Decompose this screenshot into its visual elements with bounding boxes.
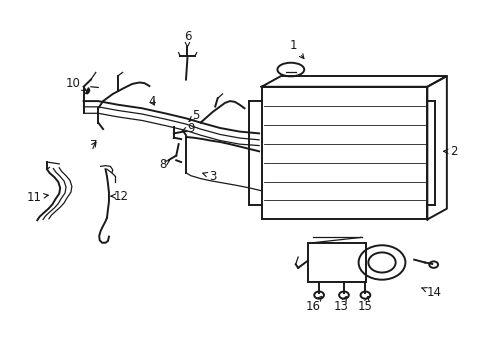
Text: 6: 6	[183, 30, 191, 47]
Text: 12: 12	[111, 190, 129, 203]
Text: 8: 8	[159, 158, 169, 171]
Text: 3: 3	[203, 170, 216, 183]
Text: 16: 16	[305, 296, 321, 313]
Text: 11: 11	[26, 191, 48, 204]
Bar	[307, 243, 366, 282]
Text: 4: 4	[148, 95, 155, 108]
Text: 9: 9	[181, 122, 194, 135]
Text: 15: 15	[357, 297, 372, 313]
Text: 10: 10	[65, 77, 86, 90]
Text: 7: 7	[89, 139, 97, 152]
Text: 1: 1	[289, 39, 303, 59]
Bar	[261, 87, 427, 220]
Text: 5: 5	[189, 109, 199, 122]
Text: 14: 14	[421, 287, 441, 300]
Text: 13: 13	[333, 296, 348, 313]
Text: 2: 2	[443, 145, 457, 158]
